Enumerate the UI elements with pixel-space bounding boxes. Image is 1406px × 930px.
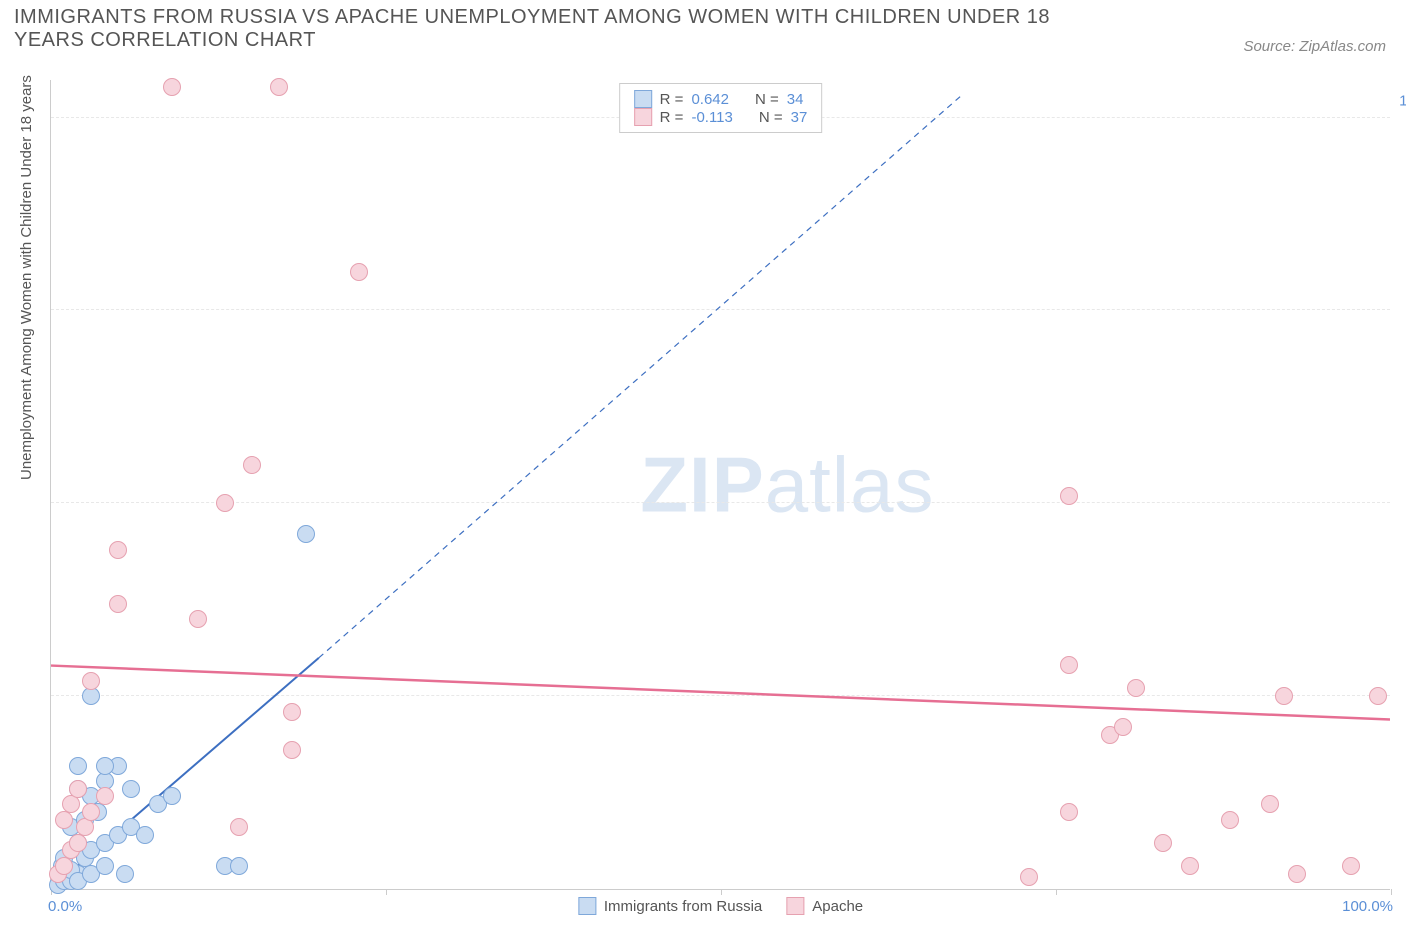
x-tick-mark	[1391, 889, 1392, 895]
y-axis-label: Unemployment Among Women with Children U…	[18, 75, 35, 480]
data-point	[1275, 687, 1293, 705]
data-point	[76, 818, 94, 836]
data-point	[163, 78, 181, 96]
x-tick-max: 100.0%	[1342, 898, 1393, 915]
data-point	[1114, 718, 1132, 736]
data-point	[82, 672, 100, 690]
swatch-series2	[634, 108, 652, 126]
data-point	[116, 865, 134, 883]
data-point	[230, 857, 248, 875]
data-point	[1369, 687, 1387, 705]
data-point	[1060, 656, 1078, 674]
x-tick-min: 0.0%	[48, 898, 82, 915]
data-point	[230, 818, 248, 836]
data-point	[55, 811, 73, 829]
data-point	[82, 687, 100, 705]
data-point	[283, 703, 301, 721]
x-tick-mark	[721, 889, 722, 895]
data-point	[82, 803, 100, 821]
data-point	[283, 741, 301, 759]
data-point	[55, 857, 73, 875]
data-point	[1127, 679, 1145, 697]
y-tick-label: 25.0%	[1395, 671, 1406, 688]
n-label-2: N =	[759, 109, 783, 126]
stats-row-series2: R = -0.113 N = 37	[634, 108, 808, 126]
r-value-1: 0.642	[691, 91, 729, 108]
data-point	[297, 525, 315, 543]
x-tick-mark	[1056, 889, 1057, 895]
trend-lines	[51, 80, 1390, 889]
data-point	[1154, 834, 1172, 852]
data-point	[1261, 795, 1279, 813]
n-value-1: 34	[787, 91, 804, 108]
data-point	[1181, 857, 1199, 875]
chart-title: IMMIGRANTS FROM RUSSIA VS APACHE UNEMPLO…	[14, 6, 1064, 52]
data-point	[189, 610, 207, 628]
watermark-main: ZIP	[640, 440, 764, 528]
data-point	[350, 263, 368, 281]
data-point	[96, 787, 114, 805]
data-point	[96, 857, 114, 875]
data-point	[69, 780, 87, 798]
n-label-1: N =	[755, 91, 779, 108]
data-point	[216, 494, 234, 512]
r-value-2: -0.113	[691, 109, 732, 126]
y-tick-label: 100.0%	[1395, 92, 1406, 109]
watermark: ZIPatlas	[640, 439, 934, 530]
data-point	[109, 541, 127, 559]
swatch-series1	[634, 90, 652, 108]
data-point	[96, 757, 114, 775]
data-point	[69, 834, 87, 852]
stats-legend: R = 0.642 N = 34 R = -0.113 N = 37	[619, 83, 823, 133]
data-point	[136, 826, 154, 844]
r-label-1: R =	[660, 91, 684, 108]
y-tick-label: 50.0%	[1395, 478, 1406, 495]
data-point	[122, 780, 140, 798]
legend-label-series2: Apache	[812, 898, 863, 915]
y-tick-label: 75.0%	[1395, 285, 1406, 302]
x-tick-mark	[386, 889, 387, 895]
data-point	[1060, 803, 1078, 821]
legend-label-series1: Immigrants from Russia	[604, 898, 762, 915]
data-point	[62, 795, 80, 813]
data-point	[1221, 811, 1239, 829]
data-point	[243, 456, 261, 474]
stats-row-series1: R = 0.642 N = 34	[634, 90, 808, 108]
legend-item-series2: Apache	[786, 897, 863, 915]
data-point	[1288, 865, 1306, 883]
data-point	[69, 757, 87, 775]
data-point	[270, 78, 288, 96]
watermark-sub: atlas	[765, 440, 935, 528]
data-point	[163, 787, 181, 805]
legend-item-series1: Immigrants from Russia	[578, 897, 762, 915]
legend-swatch-series1	[578, 897, 596, 915]
data-point	[1342, 857, 1360, 875]
legend-swatch-series2	[786, 897, 804, 915]
plot-area: ZIPatlas 25.0%50.0%75.0%100.0% 0.0% 100.…	[50, 80, 1390, 890]
data-point	[1020, 868, 1038, 886]
data-point	[109, 595, 127, 613]
gridline	[51, 695, 1390, 696]
gridline	[51, 309, 1390, 310]
data-point	[1060, 487, 1078, 505]
gridline	[51, 502, 1390, 503]
source-attribution: Source: ZipAtlas.com	[1243, 38, 1386, 55]
n-value-2: 37	[791, 109, 808, 126]
r-label-2: R =	[660, 109, 684, 126]
series-legend: Immigrants from Russia Apache	[578, 897, 863, 915]
